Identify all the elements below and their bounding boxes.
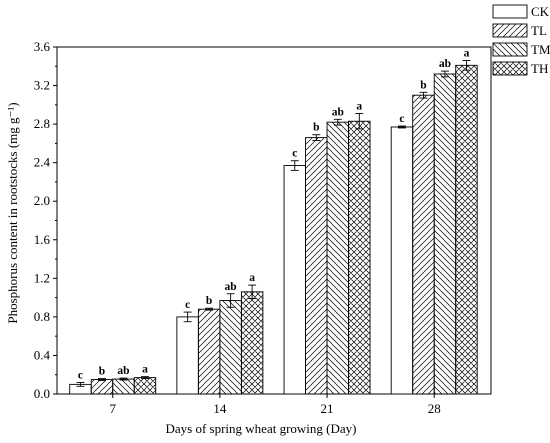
bar-tm: [433, 73, 457, 395]
y-tick-label: 0.0: [34, 386, 50, 401]
legend-label-tm: TM: [531, 42, 550, 57]
bar-tm: [326, 121, 349, 395]
x-tick-label: 21: [321, 401, 334, 416]
legend-swatch-th: [492, 61, 528, 76]
significance-letter: ab: [225, 281, 237, 293]
bar-tl: [305, 137, 328, 395]
bar-th: [240, 291, 264, 395]
y-tick-label: 2.8: [34, 116, 50, 131]
y-tick-label: 3.2: [34, 78, 50, 93]
y-tick-label: 3.6: [34, 39, 51, 54]
significance-letter: ab: [332, 106, 344, 118]
x-tick-label: 7: [109, 401, 116, 416]
y-tick-label: 1.2: [34, 270, 50, 285]
significance-letter: ab: [117, 365, 129, 377]
significance-letter: a: [142, 364, 148, 376]
y-axis: 0.0 0.4 0.8 1.2 1.6 2.0 2.4 2.8 3.2 3.6: [34, 39, 57, 401]
significance-letter: c: [399, 113, 404, 125]
y-tick-label: 0.8: [34, 309, 50, 324]
bar-tm: [219, 300, 242, 395]
legend-label-tl: TL: [531, 23, 547, 38]
legend-label-ck: CK: [531, 4, 550, 19]
y-tick-label: 0.4: [34, 347, 51, 362]
legend-label-th: TH: [531, 61, 548, 76]
bar-ck: [176, 316, 199, 395]
significance-letter: ab: [439, 58, 451, 70]
significance-letter: a: [464, 47, 470, 59]
bar-ck: [390, 126, 414, 395]
legend-swatch-tl: [492, 23, 528, 38]
bar-tm: [112, 378, 135, 395]
significance-letter: b: [420, 79, 426, 91]
significance-letter: c: [185, 299, 190, 311]
x-tick-label: 14: [213, 401, 227, 416]
bar-ck: [283, 165, 306, 395]
significance-letter: a: [249, 272, 255, 284]
bar-th: [348, 120, 371, 395]
bar-tl: [412, 94, 435, 395]
y-tick-label: 2.0: [34, 193, 50, 208]
bar-th: [133, 377, 157, 395]
legend-swatch-ck: [492, 4, 528, 19]
bar-th: [455, 64, 478, 395]
significance-letter: c: [292, 148, 297, 160]
legend-swatch-tm: [492, 42, 528, 57]
significance-letter: b: [99, 366, 105, 378]
x-axis-label: Days of spring wheat growing (Day): [166, 421, 357, 436]
significance-letter: b: [313, 122, 319, 134]
significance-letter: b: [206, 295, 212, 307]
significance-letter: a: [356, 101, 362, 113]
y-tick-label: 1.6: [34, 232, 51, 247]
y-tick-label: 2.4: [34, 155, 51, 170]
legend: CK TL TM TH: [492, 4, 550, 76]
x-tick-label: 28: [428, 401, 441, 416]
bar-tl: [197, 308, 221, 395]
significance-letter: c: [78, 369, 83, 381]
bar-tl: [90, 379, 114, 395]
x-axis: 7 14 21 28: [109, 394, 441, 416]
y-axis-label: Phosphorus content in rootstocks (mg g⁻¹…: [5, 102, 20, 323]
